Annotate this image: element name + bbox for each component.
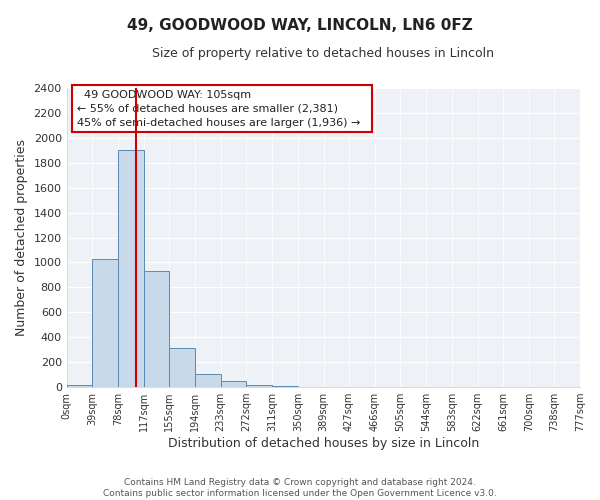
X-axis label: Distribution of detached houses by size in Lincoln: Distribution of detached houses by size … [168, 437, 479, 450]
Bar [221, 381, 247, 387]
Bar [169, 348, 195, 387]
Bar [92, 260, 118, 387]
Bar [144, 271, 169, 387]
Y-axis label: Number of detached properties: Number of detached properties [15, 139, 28, 336]
Title: Size of property relative to detached houses in Lincoln: Size of property relative to detached ho… [152, 48, 494, 60]
Bar [67, 384, 92, 387]
Text: 49 GOODWOOD WAY: 105sqm
← 55% of detached houses are smaller (2,381)
45% of semi: 49 GOODWOOD WAY: 105sqm ← 55% of detache… [77, 90, 367, 128]
Bar [118, 150, 144, 387]
Bar [247, 384, 272, 387]
Bar [195, 374, 221, 387]
Text: 49, GOODWOOD WAY, LINCOLN, LN6 0FZ: 49, GOODWOOD WAY, LINCOLN, LN6 0FZ [127, 18, 473, 32]
Text: Contains HM Land Registry data © Crown copyright and database right 2024.
Contai: Contains HM Land Registry data © Crown c… [103, 478, 497, 498]
Bar [272, 386, 298, 387]
